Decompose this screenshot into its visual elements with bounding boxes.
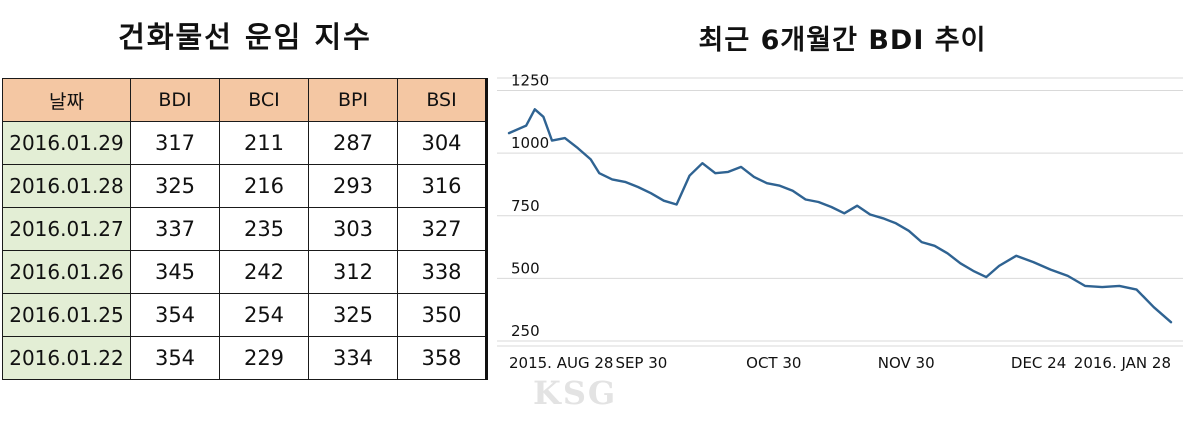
cell-bpi: 325 [308, 293, 398, 337]
cell-bsi: 350 [397, 293, 488, 337]
cell-bci: 229 [219, 336, 309, 380]
cell-date: 2016.01.25 [2, 293, 131, 337]
table-row: 2016.01.26 345 242 312 338 [2, 250, 488, 294]
table-row: 2016.01.29 317 211 287 304 [2, 121, 488, 165]
y-tick-label: 1250 [511, 72, 549, 90]
cell-date: 2016.01.27 [2, 207, 131, 251]
x-tick-label: DEC 24 [1011, 354, 1066, 372]
cell-bsi: 316 [397, 164, 488, 208]
cell-bdi: 354 [130, 293, 220, 337]
cell-bsi: 327 [397, 207, 488, 251]
cell-bdi: 317 [130, 121, 220, 165]
header-bpi: BPI [308, 78, 398, 122]
x-tick-label: SEP 30 [615, 354, 667, 372]
chart-title: 최근 6개월간 BDI 추이 [698, 25, 987, 56]
cell-bci: 242 [219, 250, 309, 294]
cell-bsi: 338 [397, 250, 488, 294]
cell-date: 2016.01.26 [2, 250, 131, 294]
cell-bdi: 337 [130, 207, 220, 251]
x-tick-label: 2015. AUG 28 [509, 354, 613, 372]
table-row: 2016.01.25 354 254 325 350 [2, 293, 488, 337]
table-row: 2016.01.22 354 229 334 358 [2, 336, 488, 380]
cell-bci: 216 [219, 164, 309, 208]
cell-bsi: 304 [397, 121, 488, 165]
header-bdi: BDI [130, 78, 220, 122]
cell-bdi: 325 [130, 164, 220, 208]
cell-bpi: 303 [308, 207, 398, 251]
cell-bpi: 293 [308, 164, 398, 208]
cell-bsi: 358 [397, 336, 488, 380]
y-tick-label: 1000 [511, 134, 549, 152]
bdi-line-chart: 1250 1000 750 500 250 2015. AUG 28 SEP 30 OCT 3… [495, 70, 1190, 410]
table-row: 2016.01.27 337 235 303 327 [2, 207, 488, 251]
cell-bci: 211 [219, 121, 309, 165]
x-tick-label: NOV 30 [878, 354, 935, 372]
y-tick-label: 250 [511, 322, 540, 340]
cell-bpi: 312 [308, 250, 398, 294]
cell-bci: 235 [219, 207, 309, 251]
cell-bdi: 354 [130, 336, 220, 380]
watermark-logo: KSG [533, 374, 618, 412]
bdi-series-line [507, 108, 1173, 324]
x-tick-label: OCT 30 [746, 354, 801, 372]
header-bsi: BSI [397, 78, 488, 122]
cell-bci: 254 [219, 293, 309, 337]
cell-date: 2016.01.28 [2, 164, 131, 208]
header-bci: BCI [219, 78, 309, 122]
cell-date: 2016.01.29 [2, 121, 131, 165]
cell-bpi: 287 [308, 121, 398, 165]
cell-date: 2016.01.22 [2, 336, 131, 380]
y-tick-label: 750 [511, 197, 540, 215]
table-row: 2016.01.28 325 216 293 316 [2, 164, 488, 208]
y-tick-label: 500 [511, 259, 540, 277]
chart-svg: 1250 1000 750 500 250 2015. AUG 28 SEP 30 OCT 3… [497, 72, 1183, 372]
table-title: 건화물선 운임 지수 [118, 20, 372, 54]
cell-bpi: 334 [308, 336, 398, 380]
table-header-row: 날짜 BDI BCI BPI BSI [2, 78, 488, 122]
x-tick-label: 2016. JAN 28 [1074, 354, 1171, 372]
header-date: 날짜 [2, 78, 131, 122]
cell-bdi: 345 [130, 250, 220, 294]
index-table: 날짜 BDI BCI BPI BSI 2016.01.29 317 211 28… [2, 78, 488, 380]
